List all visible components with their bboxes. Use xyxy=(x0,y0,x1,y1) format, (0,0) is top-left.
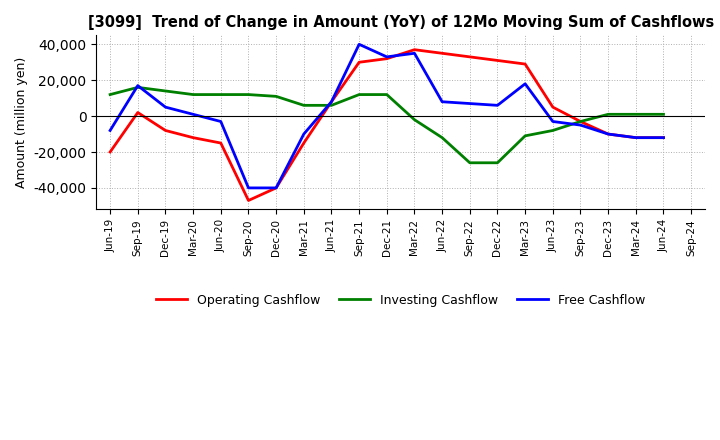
Free Cashflow xyxy=(272,185,281,191)
Investing Cashflow xyxy=(576,119,585,124)
Operating Cashflow xyxy=(161,128,170,133)
Free Cashflow xyxy=(493,103,502,108)
Title: [3099]  Trend of Change in Amount (YoY) of 12Mo Moving Sum of Cashflows: [3099] Trend of Change in Amount (YoY) o… xyxy=(88,15,714,30)
Free Cashflow xyxy=(355,42,364,47)
Free Cashflow xyxy=(189,112,197,117)
Free Cashflow xyxy=(604,132,613,137)
Investing Cashflow xyxy=(604,112,613,117)
Line: Free Cashflow: Free Cashflow xyxy=(110,44,664,188)
Free Cashflow xyxy=(327,99,336,104)
Operating Cashflow xyxy=(300,140,308,146)
Operating Cashflow xyxy=(189,135,197,140)
Free Cashflow xyxy=(382,54,391,59)
Operating Cashflow xyxy=(272,185,281,191)
Free Cashflow xyxy=(410,51,419,56)
Investing Cashflow xyxy=(438,135,446,140)
Investing Cashflow xyxy=(549,128,557,133)
Operating Cashflow xyxy=(355,59,364,65)
Free Cashflow xyxy=(549,119,557,124)
Investing Cashflow xyxy=(382,92,391,97)
Investing Cashflow xyxy=(521,133,529,139)
Operating Cashflow xyxy=(327,99,336,104)
Operating Cashflow xyxy=(106,149,114,154)
Operating Cashflow xyxy=(466,54,474,59)
Operating Cashflow xyxy=(576,119,585,124)
Investing Cashflow xyxy=(660,112,668,117)
Free Cashflow xyxy=(631,135,640,140)
Operating Cashflow xyxy=(493,58,502,63)
Legend: Operating Cashflow, Investing Cashflow, Free Cashflow: Operating Cashflow, Investing Cashflow, … xyxy=(150,289,651,312)
Free Cashflow xyxy=(660,135,668,140)
Free Cashflow xyxy=(521,81,529,86)
Operating Cashflow xyxy=(604,132,613,137)
Operating Cashflow xyxy=(631,135,640,140)
Free Cashflow xyxy=(244,185,253,191)
Line: Investing Cashflow: Investing Cashflow xyxy=(110,88,664,163)
Operating Cashflow xyxy=(382,56,391,61)
Investing Cashflow xyxy=(410,117,419,122)
Investing Cashflow xyxy=(272,94,281,99)
Operating Cashflow xyxy=(217,140,225,146)
Operating Cashflow xyxy=(133,110,142,115)
Operating Cashflow xyxy=(660,135,668,140)
Y-axis label: Amount (million yen): Amount (million yen) xyxy=(15,57,28,188)
Operating Cashflow xyxy=(244,198,253,203)
Free Cashflow xyxy=(300,132,308,137)
Free Cashflow xyxy=(133,83,142,88)
Investing Cashflow xyxy=(217,92,225,97)
Investing Cashflow xyxy=(133,85,142,90)
Investing Cashflow xyxy=(355,92,364,97)
Operating Cashflow xyxy=(410,47,419,52)
Investing Cashflow xyxy=(466,160,474,165)
Free Cashflow xyxy=(217,119,225,124)
Free Cashflow xyxy=(466,101,474,106)
Free Cashflow xyxy=(106,128,114,133)
Investing Cashflow xyxy=(327,103,336,108)
Investing Cashflow xyxy=(631,112,640,117)
Line: Operating Cashflow: Operating Cashflow xyxy=(110,50,664,201)
Operating Cashflow xyxy=(549,104,557,110)
Free Cashflow xyxy=(161,104,170,110)
Investing Cashflow xyxy=(493,160,502,165)
Free Cashflow xyxy=(438,99,446,104)
Investing Cashflow xyxy=(161,88,170,94)
Operating Cashflow xyxy=(438,51,446,56)
Investing Cashflow xyxy=(106,92,114,97)
Operating Cashflow xyxy=(521,62,529,67)
Investing Cashflow xyxy=(244,92,253,97)
Free Cashflow xyxy=(576,122,585,128)
Investing Cashflow xyxy=(300,103,308,108)
Investing Cashflow xyxy=(189,92,197,97)
